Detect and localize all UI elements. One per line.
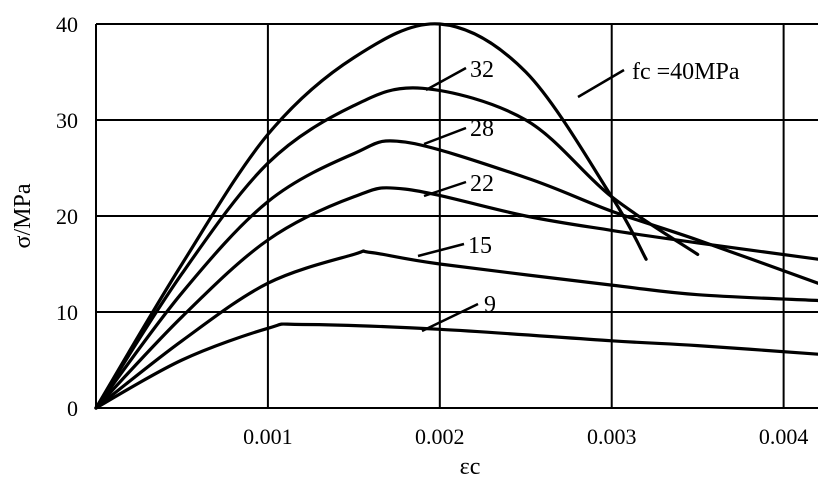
x-tick-label: 0.001 <box>243 424 293 449</box>
series-line <box>94 249 818 410</box>
y-tick-label: 30 <box>56 108 78 133</box>
series-label-leader <box>417 242 465 258</box>
x-tick-label: 0.004 <box>759 424 809 449</box>
series-label: 22 <box>470 171 494 197</box>
y-tick-label: 10 <box>56 300 78 325</box>
x-tick-label: 0.003 <box>587 424 637 449</box>
series-line <box>94 322 818 410</box>
series-label-leader <box>425 66 467 92</box>
series-label-leader <box>421 302 479 333</box>
series-label-leader <box>423 126 467 146</box>
series-line <box>94 139 818 410</box>
y-tick-label: 0 <box>67 396 78 421</box>
series-labels: fc =40MPa 32 28 22 15 9 <box>468 57 740 318</box>
series-line <box>94 22 648 410</box>
x-axis-title: εc <box>460 454 481 480</box>
series-label: fc =40MPa <box>632 59 740 85</box>
series-label: 32 <box>470 57 494 83</box>
y-tick-label: 40 <box>56 12 78 37</box>
label-leaders <box>417 66 625 333</box>
series-label-leader <box>423 180 467 198</box>
y-axis-title: σ/MPa <box>10 183 36 248</box>
series-line <box>94 86 700 410</box>
grid <box>95 23 818 409</box>
series-label: 28 <box>470 116 494 142</box>
curves <box>94 22 818 410</box>
y-tick-label: 20 <box>56 204 78 229</box>
tick-labels: 0.001 0.002 0.003 0.004 0 10 20 30 40 <box>56 12 808 449</box>
series-line <box>94 186 818 410</box>
x-tick-label: 0.002 <box>415 424 465 449</box>
series-label: 15 <box>468 233 492 259</box>
series-label-leader <box>577 68 625 99</box>
series-label: 9 <box>484 292 496 318</box>
